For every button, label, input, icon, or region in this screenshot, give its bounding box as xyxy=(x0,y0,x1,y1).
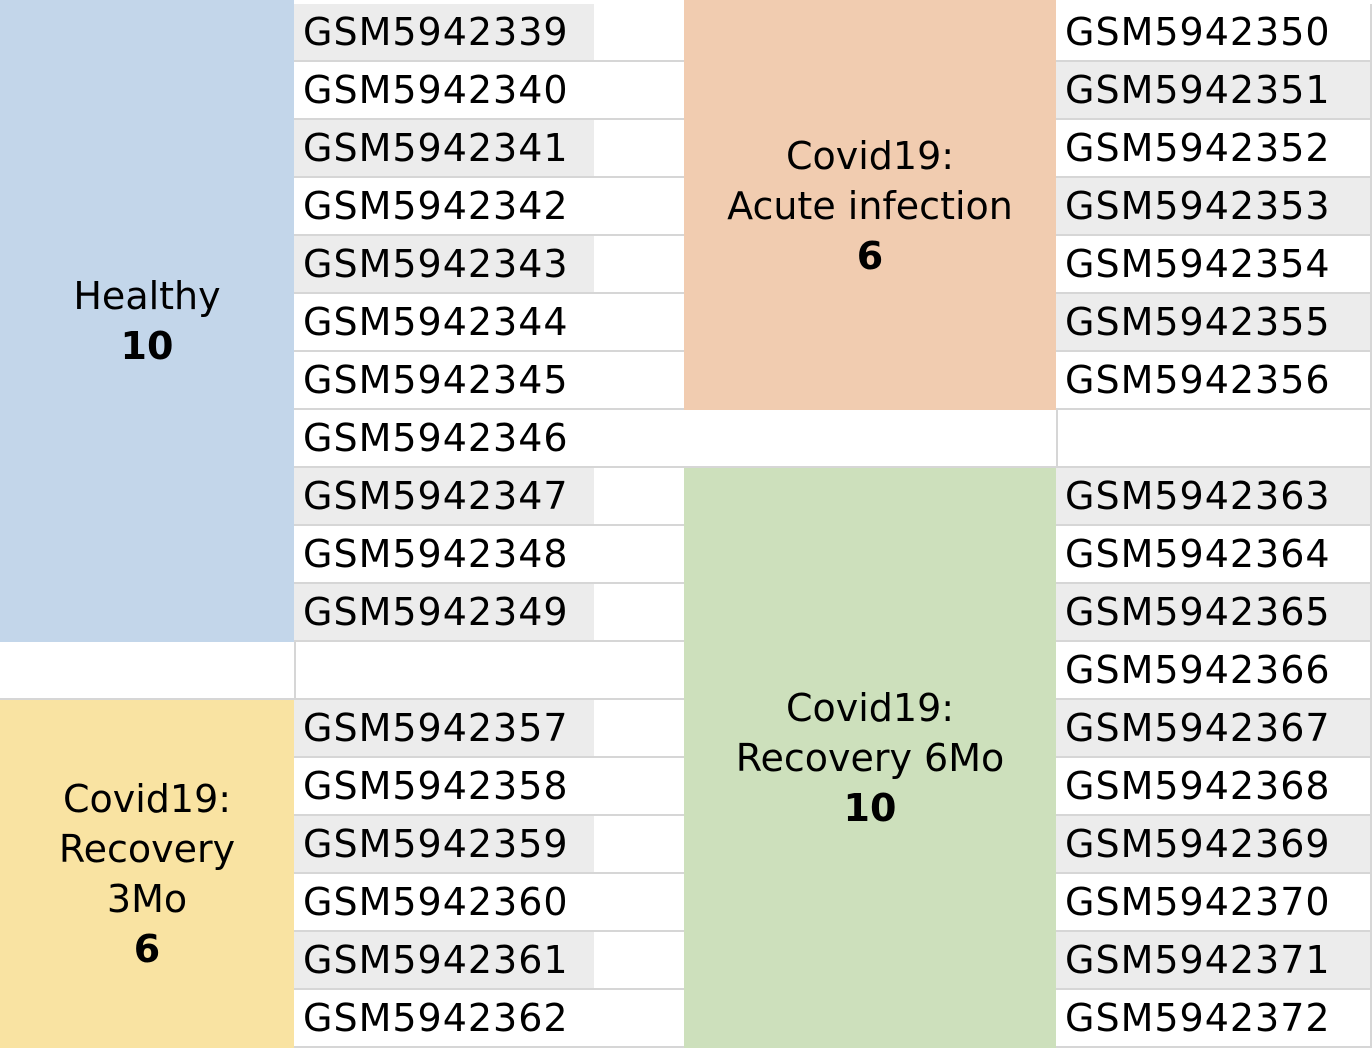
sample-id-cell[interactable]: GSM5942349 xyxy=(294,584,596,642)
sample-id-cell[interactable]: GSM5942342 xyxy=(294,178,596,236)
sample-id-cell[interactable]: GSM5942371 xyxy=(1056,932,1372,990)
sample-id-cell[interactable]: GSM5942353 xyxy=(1056,178,1372,236)
group-acute-infection[interactable]: Covid19: Acute infection 6 xyxy=(684,0,1056,410)
group-recovery-6mo[interactable]: Covid19: Recovery 6Mo 10 xyxy=(684,468,1056,1048)
empty-cell[interactable] xyxy=(594,294,686,352)
group-name-line: Recovery 6Mo xyxy=(735,736,1005,780)
sample-id-cell[interactable]: GSM5942351 xyxy=(1056,62,1372,120)
empty-cell[interactable] xyxy=(594,178,686,236)
sample-id-cell[interactable]: GSM5942355 xyxy=(1056,294,1372,352)
empty-cell[interactable] xyxy=(594,62,686,120)
sample-id-cell[interactable]: GSM5942367 xyxy=(1056,700,1372,758)
empty-cell[interactable] xyxy=(594,584,686,642)
sample-id-cell[interactable]: GSM5942358 xyxy=(294,758,596,816)
empty-cell[interactable] xyxy=(294,642,596,700)
sample-id-cell[interactable]: GSM5942341 xyxy=(294,120,596,178)
group-name-line: Recovery xyxy=(58,827,236,871)
sample-id-cell[interactable]: GSM5942359 xyxy=(294,816,596,874)
empty-cell[interactable] xyxy=(594,468,686,526)
empty-cell[interactable] xyxy=(684,410,1058,468)
sample-id-cell[interactable]: GSM5942352 xyxy=(1056,120,1372,178)
sample-id-cell[interactable]: GSM5942366 xyxy=(1056,642,1372,700)
sample-id-cell[interactable]: GSM5942370 xyxy=(1056,874,1372,932)
group-name-line: 3Mo xyxy=(106,877,188,921)
group-name: Healthy xyxy=(73,274,221,318)
group-recovery-3mo[interactable]: Covid19: Recovery 3Mo 6 xyxy=(0,700,294,1048)
empty-cell[interactable] xyxy=(594,816,686,874)
sample-id-cell[interactable]: GSM5942363 xyxy=(1056,468,1372,526)
sample-id-cell[interactable]: GSM5942344 xyxy=(294,294,596,352)
empty-cell[interactable] xyxy=(594,120,686,178)
sample-id-cell[interactable]: GSM5942356 xyxy=(1056,352,1372,410)
sample-id-cell[interactable]: GSM5942368 xyxy=(1056,758,1372,816)
sample-id-cell[interactable]: GSM5942357 xyxy=(294,700,596,758)
empty-cell[interactable] xyxy=(594,352,686,410)
group-name-line: Covid19: xyxy=(785,686,955,730)
sample-id-cell[interactable]: GSM5942354 xyxy=(1056,236,1372,294)
empty-cell[interactable] xyxy=(594,758,686,816)
group-name-line: Covid19: xyxy=(62,777,232,821)
group-name-line: Covid19: xyxy=(785,134,955,178)
empty-cell[interactable] xyxy=(594,932,686,990)
empty-cell[interactable] xyxy=(594,990,686,1048)
empty-cell[interactable] xyxy=(594,410,686,468)
sample-id-cell[interactable]: GSM5942369 xyxy=(1056,816,1372,874)
group-count: 6 xyxy=(133,927,161,971)
group-count: 6 xyxy=(856,234,884,278)
sample-id-cell[interactable]: GSM5942372 xyxy=(1056,990,1372,1048)
empty-cell[interactable] xyxy=(594,700,686,758)
empty-cell[interactable] xyxy=(0,642,296,700)
sample-id-cell[interactable]: GSM5942345 xyxy=(294,352,596,410)
sample-id-cell[interactable]: GSM5942343 xyxy=(294,236,596,294)
empty-cell[interactable] xyxy=(594,4,686,62)
sample-id-cell[interactable]: GSM5942362 xyxy=(294,990,596,1048)
group-count: 10 xyxy=(120,324,174,368)
group-name-line: Acute infection xyxy=(727,184,1013,228)
sample-id-cell[interactable]: GSM5942347 xyxy=(294,468,596,526)
empty-cell[interactable] xyxy=(594,874,686,932)
sample-id-cell[interactable]: GSM5942360 xyxy=(294,874,596,932)
sample-id-cell[interactable]: GSM5942348 xyxy=(294,526,596,584)
empty-cell[interactable] xyxy=(1056,410,1372,468)
empty-cell[interactable] xyxy=(594,642,686,700)
group-count: 10 xyxy=(843,786,897,830)
empty-cell[interactable] xyxy=(594,236,686,294)
sample-id-cell[interactable]: GSM5942364 xyxy=(1056,526,1372,584)
empty-cell[interactable] xyxy=(594,526,686,584)
sample-id-cell[interactable]: GSM5942339 xyxy=(294,4,596,62)
group-healthy[interactable]: Healthy 10 xyxy=(0,0,294,642)
sample-id-cell[interactable]: GSM5942340 xyxy=(294,62,596,120)
sample-id-cell[interactable]: GSM5942346 xyxy=(294,410,596,468)
sample-id-cell[interactable]: GSM5942350 xyxy=(1056,4,1372,62)
sample-id-cell[interactable]: GSM5942361 xyxy=(294,932,596,990)
sample-id-cell[interactable]: GSM5942365 xyxy=(1056,584,1372,642)
